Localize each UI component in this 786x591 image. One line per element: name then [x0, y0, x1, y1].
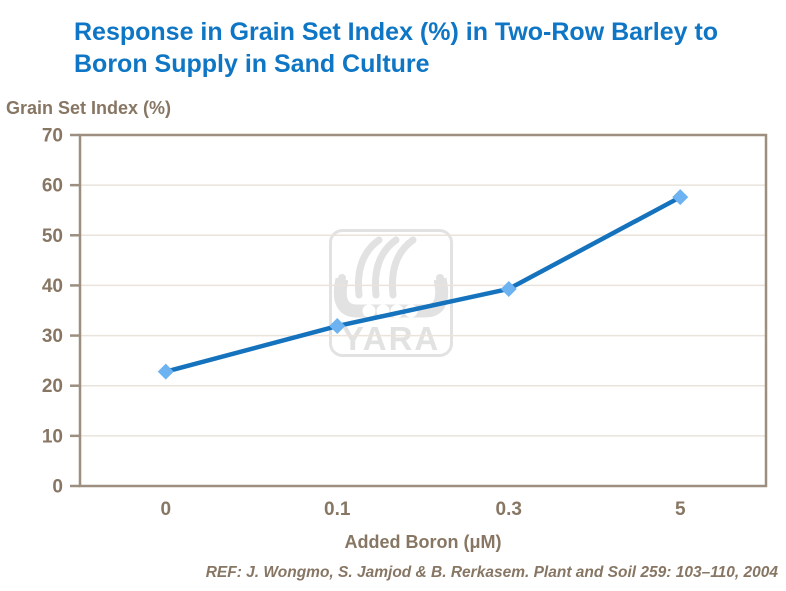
y-tick-label-70: 70: [42, 126, 63, 147]
data-point-markers: [157, 189, 689, 380]
chart-title: Response in Grain Set Index (%) in Two-R…: [74, 16, 764, 80]
chart-title-line-2: Boron Supply in Sand Culture: [74, 50, 430, 78]
reference-citation: REF: J. Wongmo, S. Jamjod & B. Rerkasem.…: [205, 564, 778, 581]
gridlines: [80, 184, 766, 437]
watermark-stern-curl: [338, 274, 346, 282]
x-tick-label-5: 5: [675, 499, 686, 520]
y-tick-label-60: 60: [42, 176, 63, 197]
watermark-sail-3: [388, 236, 417, 299]
chart-title-line-1: Response in Grain Set Index (%) in Two-R…: [74, 18, 719, 46]
y-axis-ticks: 0 10 20 30 40 50 60 70: [42, 126, 80, 498]
watermark-shield-hole-1: [362, 304, 376, 318]
y-tick-label-0: 0: [52, 477, 63, 498]
watermark-sail-1: [354, 236, 383, 299]
y-tick-label-50: 50: [42, 226, 63, 247]
data-point-marker-3: [500, 280, 517, 297]
y-tick-label-20: 20: [42, 376, 63, 397]
x-axis-title: Added Boron (μM): [344, 532, 502, 552]
watermark-sail-2: [371, 236, 400, 299]
data-point-marker-2: [329, 318, 346, 335]
y-tick-label-10: 10: [42, 426, 63, 447]
y-tick-label-30: 30: [42, 326, 63, 347]
data-line-series-1: [163, 194, 683, 374]
x-tick-label-0.1: 0.1: [324, 499, 351, 520]
watermark-viking-ship-logo: YARA: [329, 229, 453, 357]
x-tick-label-0.3: 0.3: [496, 499, 522, 520]
plot-border: [78, 133, 768, 488]
x-tick-label-0: 0: [160, 499, 171, 520]
data-point-marker-1: [157, 363, 174, 380]
y-axis-title: Grain Set Index (%): [6, 98, 172, 118]
x-axis-ticks: 0 0.1 0.3 5: [160, 499, 686, 520]
watermark-text: YARA: [342, 320, 440, 357]
y-tick-label-40: 40: [42, 276, 63, 297]
data-point-marker-4: [672, 189, 689, 206]
watermark-border: [329, 229, 453, 357]
watermark-prow-curl: [436, 274, 444, 282]
